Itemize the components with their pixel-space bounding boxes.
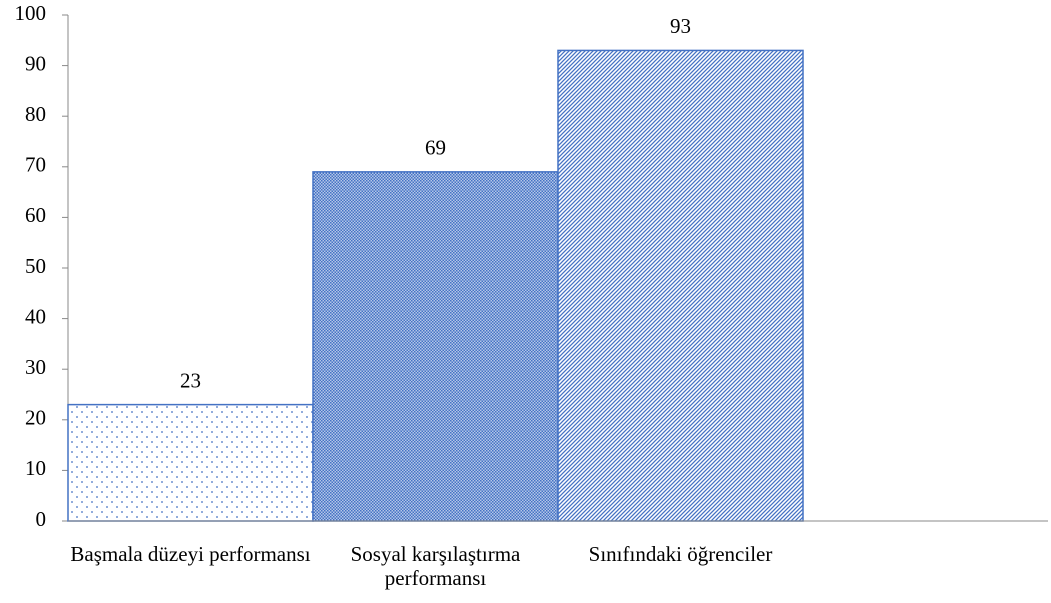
- y-tick-label: 90: [25, 51, 46, 75]
- y-tick-label: 40: [25, 304, 46, 328]
- y-tick-label: 100: [15, 1, 47, 25]
- bar: [312, 171, 559, 522]
- x-tick-label: Başmala düzeyi performansı: [70, 542, 311, 566]
- x-tick-label: Sosyal karşılaştırma performansı: [350, 542, 521, 590]
- y-tick-label: 20: [25, 406, 46, 430]
- value-label: 23: [180, 368, 201, 392]
- value-label: 69: [425, 136, 446, 160]
- y-tick-label: 30: [25, 355, 46, 379]
- y-tick-label: 50: [25, 254, 46, 278]
- y-tick-label: 70: [25, 153, 46, 177]
- y-tick-label: 80: [25, 102, 46, 126]
- x-tick-label: Sınıfındaki öğrenciler: [588, 542, 773, 566]
- bar: [557, 49, 804, 522]
- value-label: 93: [670, 14, 691, 38]
- y-tick-label: 10: [25, 456, 46, 480]
- y-tick-label: 0: [36, 507, 47, 531]
- bar: [67, 403, 314, 522]
- y-tick-label: 60: [25, 203, 46, 227]
